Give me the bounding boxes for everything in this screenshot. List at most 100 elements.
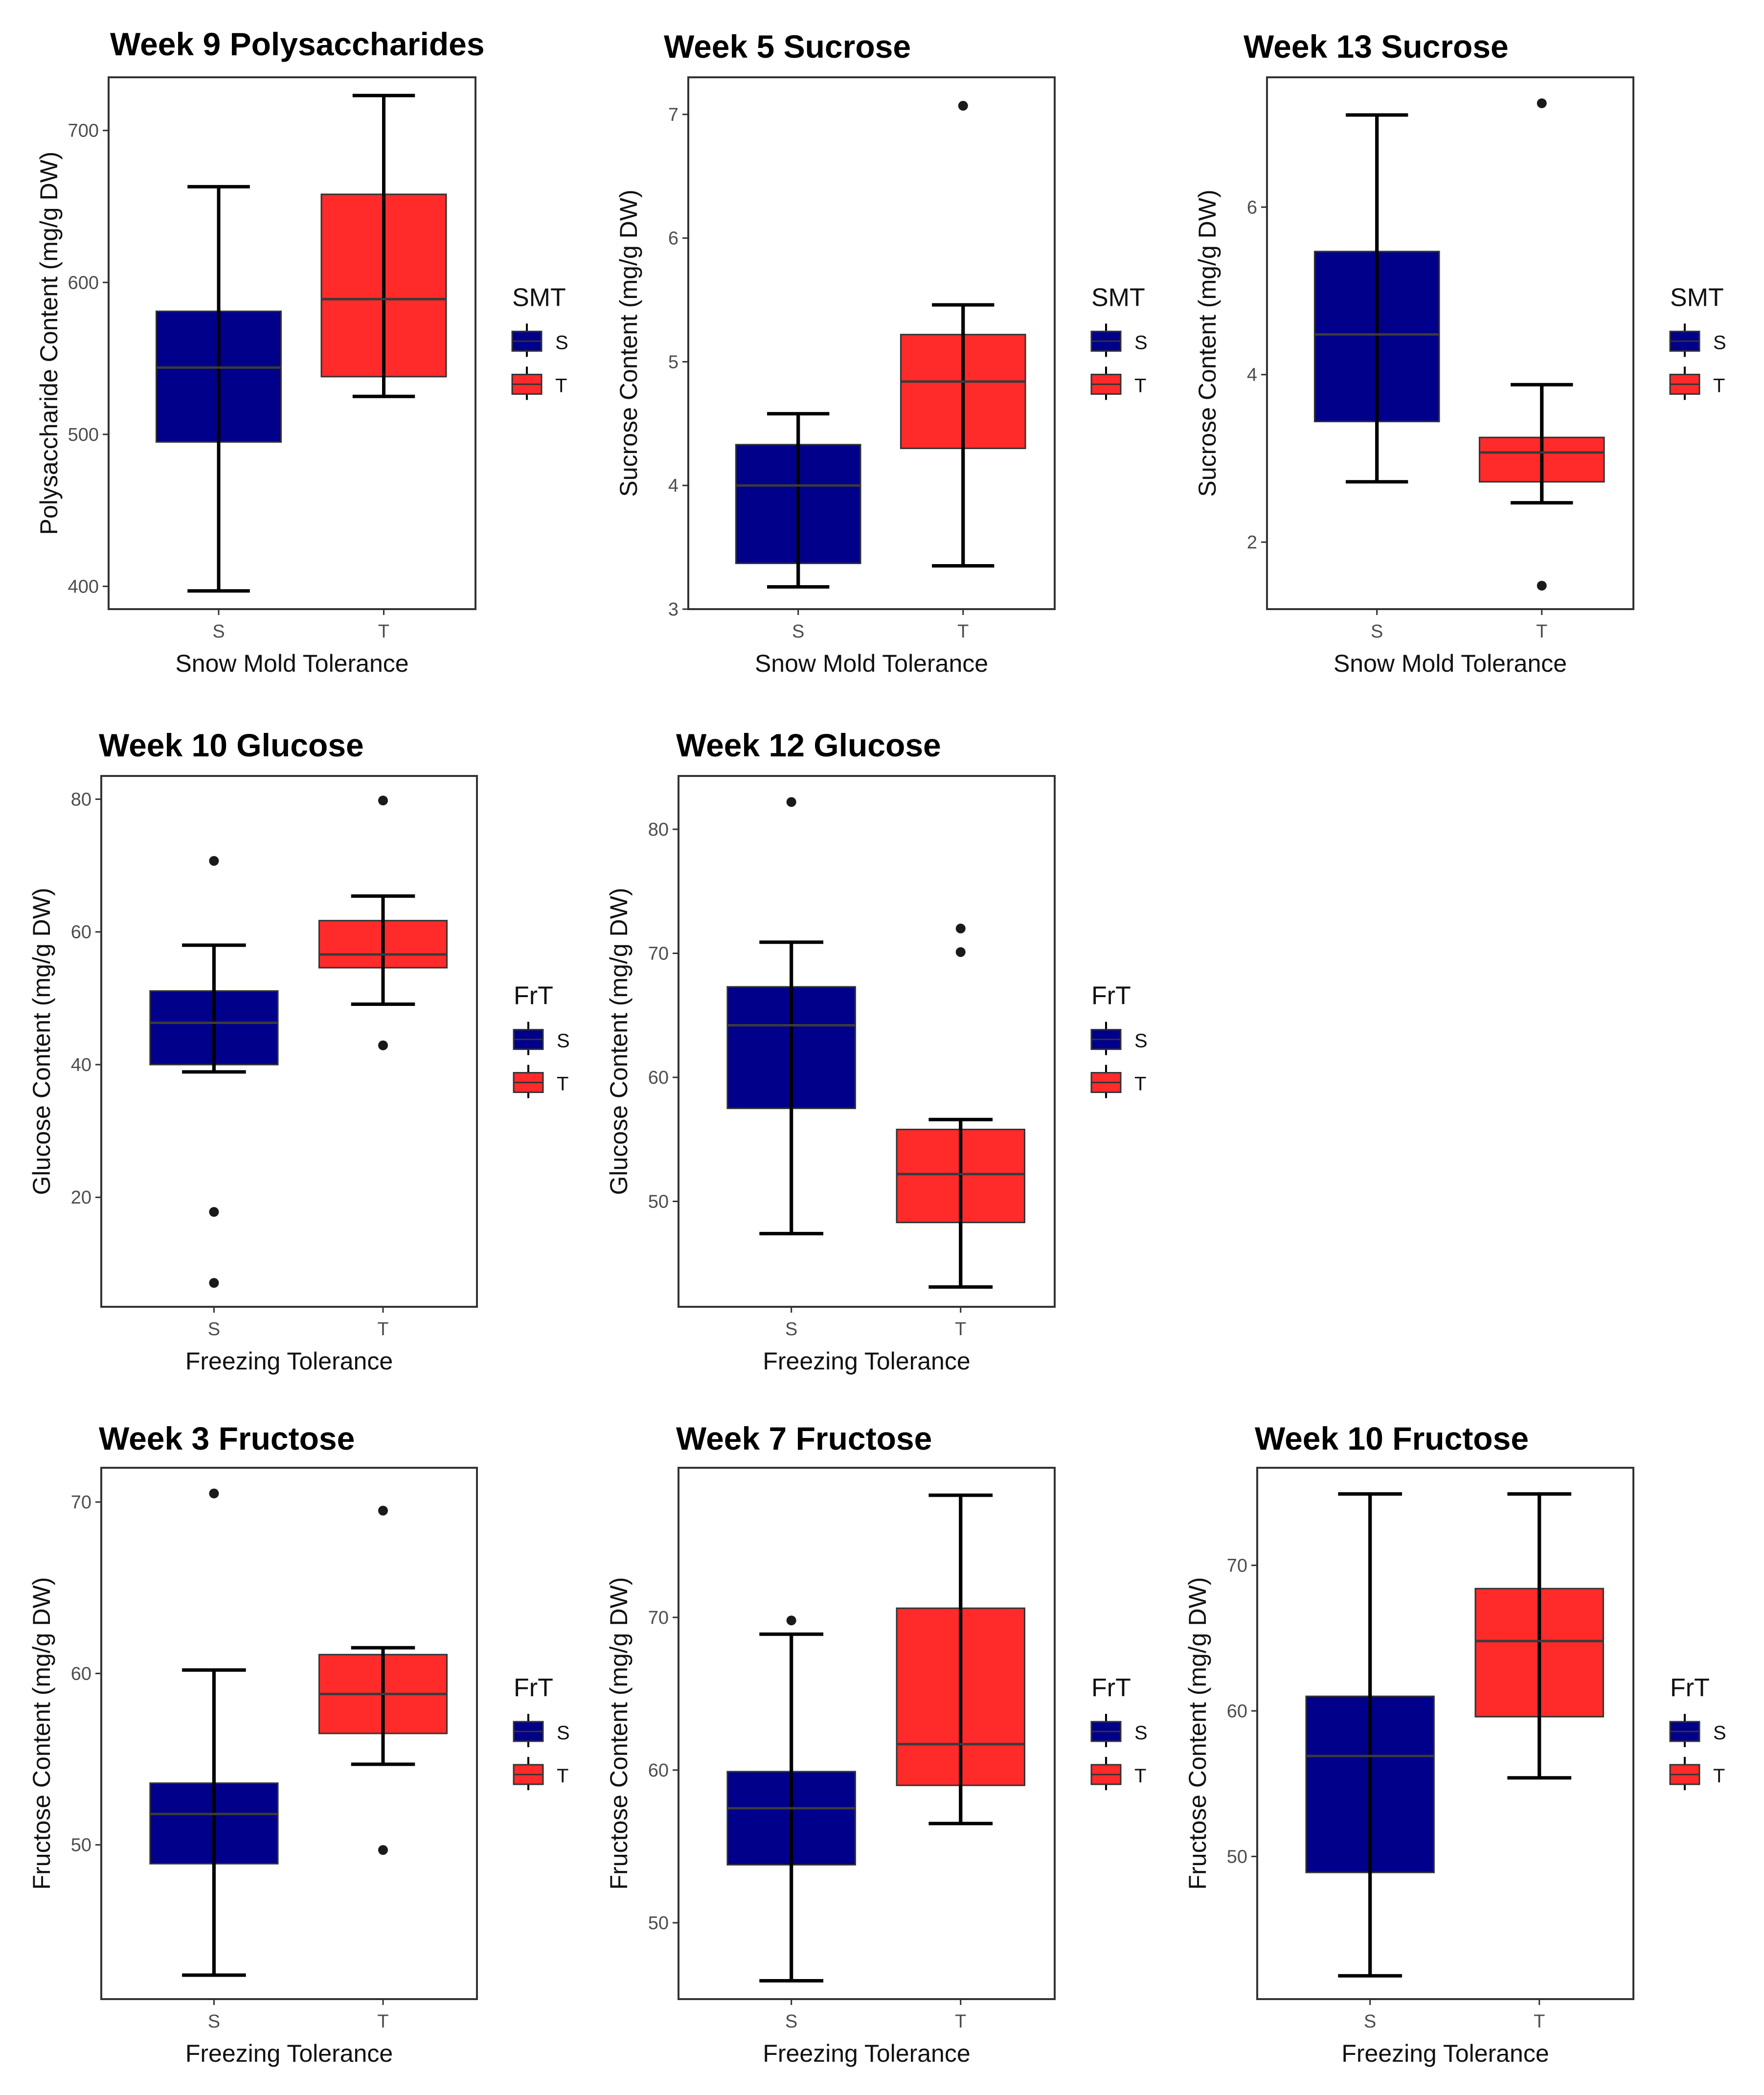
legend-label: T bbox=[1713, 375, 1725, 396]
y-axis-label: Fructose Content (mg/g DW) bbox=[28, 1577, 55, 1890]
y-tick-label: 6 bbox=[668, 228, 678, 249]
outlier-point bbox=[786, 1616, 796, 1626]
y-axis-label: Glucose Content (mg/g DW) bbox=[605, 888, 633, 1195]
legend-label: S bbox=[1713, 1722, 1726, 1744]
legend-title: SMT bbox=[512, 283, 566, 312]
y-tick-label: 80 bbox=[71, 789, 91, 810]
y-tick-label: 2 bbox=[1247, 532, 1257, 553]
box-s bbox=[726, 1616, 856, 1983]
y-tick-label: 70 bbox=[648, 1608, 669, 1628]
box-s bbox=[726, 797, 856, 1235]
y-axis-label: Fructose Content (mg/g DW) bbox=[1184, 1577, 1211, 1890]
x-tick-label: S bbox=[792, 621, 804, 642]
legend-label: T bbox=[1134, 375, 1146, 396]
y-tick-label: 4 bbox=[1247, 365, 1257, 386]
y-tick-label: 60 bbox=[71, 922, 91, 943]
x-tick-label: T bbox=[1536, 621, 1547, 642]
outlier-point bbox=[378, 1845, 388, 1855]
x-axis-label: Snow Mold Tolerance bbox=[755, 650, 988, 677]
y-tick-label: 700 bbox=[68, 121, 99, 141]
legend-label: S bbox=[557, 1722, 570, 1744]
legend-title: SMT bbox=[1091, 283, 1145, 312]
y-tick-label: 60 bbox=[1227, 1701, 1247, 1722]
chart-title: Week 10 Glucose bbox=[99, 727, 364, 763]
y-tick-label: 50 bbox=[71, 1835, 91, 1856]
outlier-point bbox=[955, 947, 966, 957]
box-t bbox=[896, 923, 1025, 1289]
y-tick-label: 60 bbox=[71, 1663, 91, 1684]
y-axis-label: Glucose Content (mg/g DW) bbox=[28, 888, 55, 1195]
y-tick-label: 4 bbox=[668, 476, 678, 496]
outlier-point bbox=[378, 796, 388, 806]
outlier-point bbox=[786, 797, 796, 807]
outlier-point bbox=[209, 1278, 219, 1288]
y-tick-label: 20 bbox=[71, 1187, 91, 1208]
x-axis-label: Freezing Tolerance bbox=[763, 2040, 970, 2067]
outlier-point bbox=[378, 1505, 388, 1516]
y-tick-label: 70 bbox=[648, 944, 669, 964]
x-tick-label: S bbox=[1364, 2011, 1376, 2032]
y-tick-label: 40 bbox=[71, 1055, 91, 1075]
outlier-point bbox=[209, 1207, 219, 1217]
legend-label: T bbox=[1713, 1765, 1725, 1787]
boxplot-panel: Week 5 Sucrose 3 4 5 6 7 S T Snow Mold Tolerance… bbox=[615, 28, 1148, 677]
box-s bbox=[1313, 113, 1440, 484]
box-s bbox=[149, 856, 279, 1288]
chart-title: Week 5 Sucrose bbox=[664, 28, 911, 65]
box-t bbox=[318, 796, 448, 1050]
y-tick-label: 80 bbox=[648, 820, 669, 840]
y-tick-label: 60 bbox=[648, 1760, 669, 1781]
x-tick-label: S bbox=[785, 2011, 797, 2032]
y-tick-label: 70 bbox=[71, 1492, 91, 1513]
y-tick-label: 600 bbox=[68, 273, 99, 293]
legend-label: T bbox=[1134, 1073, 1146, 1095]
legend-label: T bbox=[555, 375, 567, 396]
y-tick-label: 60 bbox=[648, 1068, 669, 1088]
outlier-point bbox=[955, 923, 966, 934]
legend-label: S bbox=[555, 332, 568, 353]
y-axis-label: Polysaccharide Content (mg/g DW) bbox=[35, 152, 63, 535]
x-tick-label: S bbox=[1371, 621, 1383, 642]
y-tick-label: 50 bbox=[648, 1192, 669, 1212]
y-tick-label: 6 bbox=[1247, 197, 1257, 218]
chart-title: Week 13 Sucrose bbox=[1244, 28, 1509, 65]
x-tick-label: T bbox=[955, 1319, 966, 1340]
x-tick-label: T bbox=[377, 2011, 388, 2032]
y-tick-label: 70 bbox=[1227, 1555, 1247, 1576]
outlier-point bbox=[209, 1488, 219, 1499]
y-tick-label: 400 bbox=[68, 576, 99, 597]
outlier-point bbox=[209, 856, 219, 866]
y-tick-label: 500 bbox=[68, 425, 99, 445]
legend-title: FrT bbox=[1091, 982, 1131, 1010]
outlier-point bbox=[1537, 98, 1547, 109]
outlier-point bbox=[1537, 581, 1547, 591]
x-tick-label: S bbox=[208, 1319, 220, 1340]
box-t bbox=[1474, 1492, 1604, 1780]
outlier-point bbox=[378, 1040, 388, 1050]
box-s bbox=[149, 1488, 279, 1977]
chart-title: Week 9 Polysaccharides bbox=[110, 26, 485, 62]
y-tick-label: 7 bbox=[668, 105, 678, 125]
legend-label: T bbox=[557, 1765, 568, 1787]
x-axis-label: Snow Mold Tolerance bbox=[1334, 650, 1567, 677]
legend-title: SMT bbox=[1670, 283, 1724, 312]
legend-title: FrT bbox=[1670, 1674, 1710, 1702]
chart-title: Week 3 Fructose bbox=[99, 1420, 355, 1457]
legend-label: S bbox=[1134, 332, 1148, 353]
outlier-point bbox=[958, 101, 968, 111]
x-tick-label: T bbox=[377, 1319, 388, 1340]
y-axis-label: Sucrose Content (mg/g DW) bbox=[615, 190, 642, 497]
x-tick-label: T bbox=[955, 2011, 966, 2032]
chart-title: Week 12 Glucose bbox=[676, 727, 941, 763]
chart-title: Week 7 Fructose bbox=[676, 1420, 932, 1457]
x-axis-label: Freezing Tolerance bbox=[185, 2040, 393, 2067]
x-axis-label: Freezing Tolerance bbox=[763, 1347, 970, 1375]
y-axis-label: Fructose Content (mg/g DW) bbox=[605, 1577, 633, 1890]
legend-label: S bbox=[1134, 1030, 1148, 1052]
legend-title: FrT bbox=[514, 982, 553, 1010]
